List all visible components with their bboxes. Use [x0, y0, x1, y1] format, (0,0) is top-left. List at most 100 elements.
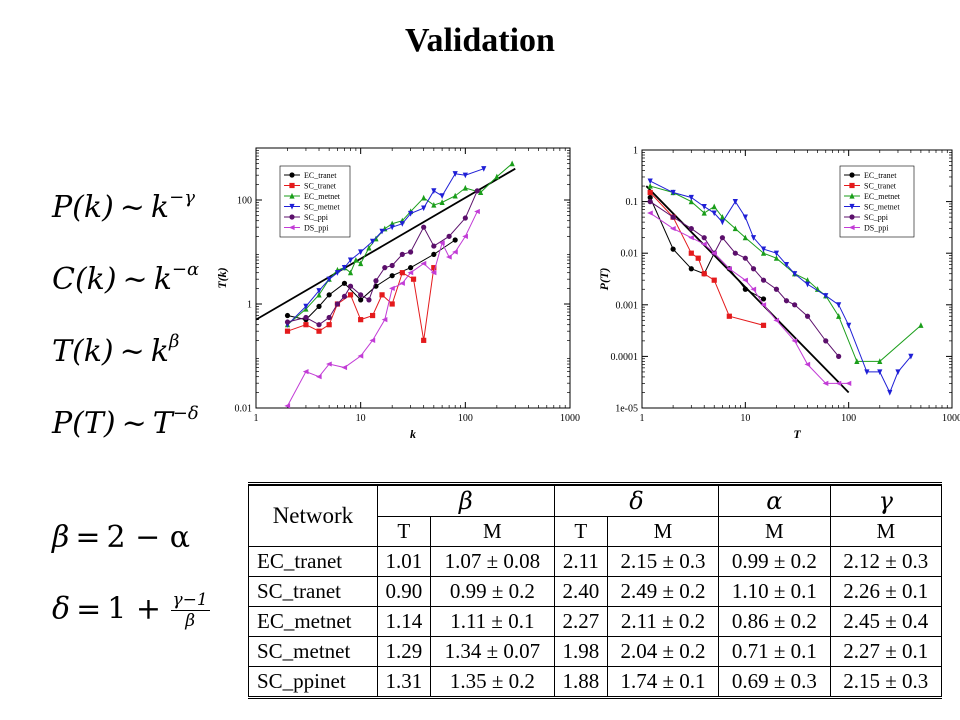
series-line-sc-metnet: [649, 180, 912, 394]
data-point-sc-metnet: [908, 353, 914, 360]
data-point-ec-metnet: [462, 184, 468, 191]
equation-ck: C(k) ~ k−α: [52, 259, 199, 297]
data-point-ec-metnet: [358, 260, 364, 267]
data-point-ds-ppi: [462, 233, 468, 239]
results-table-grid: Network β δ α γ T M T M M M EC_tranet 1.0…: [248, 485, 943, 697]
data-point-sc-metnet: [439, 193, 445, 199]
equation-lhs: T(k): [52, 334, 114, 369]
table-row: SC_tranet 0.90 0.99 ± 0.2 2.40 2.49 ± 0.2 1.1…: [248, 576, 943, 607]
table-cell: 2.26 ± 0.1: [829, 576, 943, 607]
data-point-ec-metnet: [452, 192, 458, 199]
data-point-sc-metnet: [846, 322, 852, 329]
table-cell: 2.27: [553, 606, 608, 637]
fraction-denominator: β: [185, 611, 196, 631]
data-point-sc-metnet: [341, 265, 348, 271]
legend-label-ec-metnet: EC_metnet: [864, 192, 901, 201]
y-tick-label: 1: [633, 146, 638, 157]
y-tick-label: 0.1: [626, 197, 639, 208]
data-point-sc-tranet: [347, 292, 354, 298]
data-point-sc-ppi: [792, 302, 798, 308]
x-tick-label: 10: [356, 413, 366, 424]
legend-label-ds-ppi: DS_ppi: [304, 224, 329, 233]
data-point-ds-ppi: [688, 235, 694, 241]
y-tick-label: 1e-05: [615, 404, 638, 415]
equation-relation: ~: [119, 190, 145, 225]
table-cell: 0.90: [376, 576, 431, 607]
table-cell: 1.34 ± 0.07: [429, 636, 555, 667]
data-point-sc-metnet: [760, 246, 767, 253]
data-point-ds-ppi: [474, 208, 480, 215]
data-point-sc-metnet: [750, 235, 757, 241]
legend-label-ds-ppi: DS_ppi: [864, 224, 889, 233]
equation-lhs: P(T): [52, 406, 116, 441]
table-cell: 1.88: [553, 666, 608, 697]
data-point-ds-ppi: [742, 277, 748, 283]
table-cell: 1.01: [376, 546, 431, 577]
data-point-ec-tranet: [358, 297, 364, 303]
equation-relation: ~: [119, 334, 145, 369]
data-point-sc-tranet: [326, 322, 332, 328]
data-point-ec-metnet: [494, 173, 500, 180]
page-title: Validation: [405, 22, 555, 59]
data-point-sc-ppi: [750, 266, 757, 272]
data-point-sc-ppi: [670, 214, 676, 220]
data-point-sc-ppi: [462, 215, 468, 221]
series-line-sc-ppi: [649, 201, 840, 357]
table-cell-network: SC_tranet: [248, 576, 378, 607]
table-subheader-cell: M: [429, 516, 555, 547]
table-cell: 0.71 ± 0.1: [718, 636, 831, 667]
table-cell: 1.14: [376, 606, 431, 637]
data-point-ec-metnet: [854, 358, 860, 365]
table-row: EC_metnet 1.14 1.11 ± 0.1 2.27 2.11 ± 0.2 0.8…: [248, 606, 943, 637]
table-row: SC_metnet 1.29 1.34 ± 0.07 1.98 2.04 ± 0.2 0.…: [248, 636, 943, 667]
fraction-numerator: γ−1: [170, 590, 210, 611]
legend-marker-sc-metnet: [849, 203, 855, 210]
data-point-sc-metnet: [389, 224, 395, 231]
data-point-sc-ppi: [474, 188, 480, 194]
legend-label-sc-tranet: SC_tranet: [864, 182, 897, 191]
data-point-sc-metnet: [836, 302, 842, 308]
data-point-sc-metnet: [647, 178, 653, 185]
legend-marker-sc-ppi: [289, 214, 295, 220]
data-point-sc-metnet: [701, 204, 707, 210]
data-point-sc-metnet: [742, 214, 748, 221]
data-point-sc-metnet: [773, 250, 780, 257]
equation-exponent: β: [168, 331, 180, 352]
data-point-sc-metnet: [864, 369, 870, 376]
data-point-sc-tranet: [399, 270, 405, 276]
data-point-sc-tranet: [379, 292, 385, 298]
equation-pt: P(T) ~ T−δ: [52, 403, 199, 441]
table-subheader-row: T M T M M M: [249, 516, 943, 547]
data-point-sc-ppi: [389, 262, 395, 269]
data-point-ec-tranet: [389, 273, 395, 279]
data-point-sc-metnet: [334, 270, 341, 276]
data-point-ec-metnet: [347, 269, 354, 276]
data-point-ds-ppi: [760, 302, 767, 308]
data-point-ds-ppi: [430, 270, 437, 276]
x-tick-label: 1000: [560, 413, 580, 424]
data-point-ds-ppi: [357, 353, 364, 359]
data-point-ds-ppi: [399, 280, 405, 286]
data-point-ec-tranet: [760, 296, 767, 302]
data-point-sc-metnet: [408, 210, 414, 217]
legend-marker-sc-tranet: [849, 182, 855, 189]
data-point-sc-tranet: [369, 312, 376, 319]
data-point-ds-ppi: [341, 364, 348, 371]
data-point-sc-tranet: [410, 276, 417, 282]
legend-marker-sc-ppi: [849, 214, 855, 220]
data-point-sc-tranet: [760, 322, 767, 328]
table-cell: 1.11 ± 0.1: [429, 606, 555, 637]
data-point-ec-metnet: [773, 255, 780, 261]
y-tick-label: 1: [247, 300, 252, 311]
data-point-ec-metnet: [814, 286, 821, 292]
data-point-sc-metnet: [462, 172, 468, 179]
data-point-ec-metnet: [353, 256, 359, 263]
legend-marker-ec-tranet: [289, 172, 295, 178]
table-cell: 2.45 ± 0.4: [829, 606, 943, 637]
data-point-ds-ppi: [773, 317, 780, 323]
data-point-ec-metnet: [719, 214, 726, 220]
table-cell: 2.04 ± 0.2: [606, 636, 720, 667]
table-subheader-cell: M: [606, 516, 720, 547]
table-cell: 2.12 ± 0.3: [829, 546, 943, 577]
equation-relation: ~: [121, 406, 147, 441]
